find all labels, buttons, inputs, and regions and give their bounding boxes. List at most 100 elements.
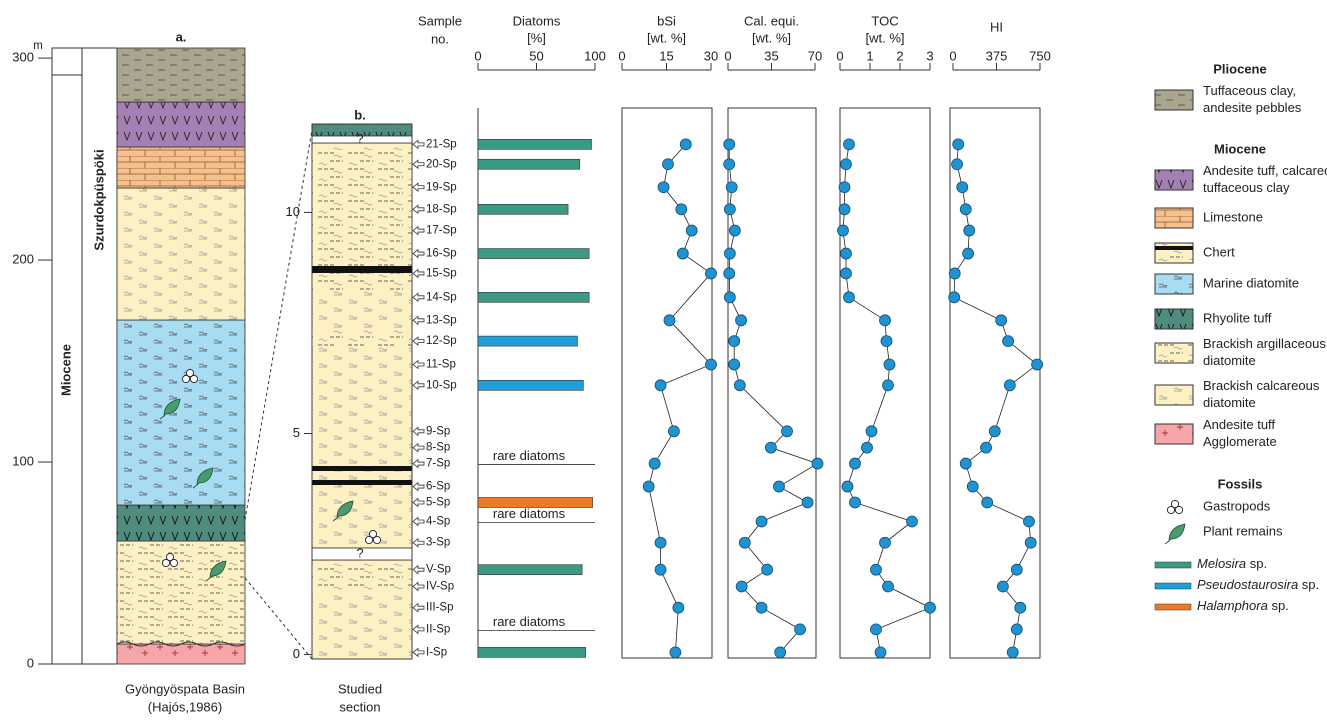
chart-title: TOC xyxy=(871,13,898,28)
caption: section xyxy=(339,699,380,714)
sample-arrow xyxy=(413,381,424,389)
data-point xyxy=(883,380,894,391)
data-point xyxy=(866,426,877,437)
data-point xyxy=(1003,336,1014,347)
sample-label: 4-Sp xyxy=(426,516,450,528)
data-point xyxy=(952,159,963,170)
sample-arrow xyxy=(413,604,424,612)
legend-swatch xyxy=(1155,343,1193,363)
y-tick-label: 5 xyxy=(293,425,300,440)
correlation-lines xyxy=(245,130,312,659)
bar xyxy=(478,380,583,390)
legend-series-label: Pseudostaurosira sp. xyxy=(1197,577,1319,592)
data-point xyxy=(841,159,852,170)
x-tick-label: 0 xyxy=(618,48,625,63)
sample-arrow xyxy=(413,625,424,633)
legend-label: Chert xyxy=(1203,244,1235,259)
x-tick-label: 70 xyxy=(808,48,822,63)
bar xyxy=(478,249,589,259)
data-point xyxy=(736,581,747,592)
x-tick-label: 50 xyxy=(529,48,543,63)
legend-label: diatomite xyxy=(1203,395,1256,410)
sample-label: 10-Sp xyxy=(426,379,457,391)
data-point xyxy=(686,225,697,236)
data-point xyxy=(1011,624,1022,635)
sample-label: 9-Sp xyxy=(426,425,450,437)
sample-arrow xyxy=(413,205,424,213)
sample-label: 5-Sp xyxy=(426,497,450,509)
profile-line xyxy=(649,144,711,652)
data-point xyxy=(838,225,849,236)
chert-band xyxy=(312,480,412,485)
sample-label: IV-Sp xyxy=(426,581,454,593)
legend-series-swatch xyxy=(1155,583,1191,589)
profile-line xyxy=(843,144,930,652)
sample-arrow xyxy=(413,483,424,491)
data-point xyxy=(1011,564,1022,575)
annotation: rare diatoms xyxy=(493,506,566,521)
chart-title: [wt. %] xyxy=(647,30,686,45)
legend-series-swatch xyxy=(1155,604,1191,610)
column-title: a. xyxy=(176,29,187,44)
data-point xyxy=(756,602,767,613)
data-point xyxy=(989,426,1000,437)
sample-arrow xyxy=(413,648,424,656)
data-point xyxy=(1015,602,1026,613)
caption: Gyöngyöspata Basin xyxy=(125,681,245,696)
sample-label: 21-Sp xyxy=(426,138,457,150)
sample-label: 17-Sp xyxy=(426,225,457,237)
x-tick-label: 0 xyxy=(949,48,956,63)
data-point xyxy=(643,481,654,492)
data-point xyxy=(762,564,773,575)
data-point xyxy=(997,581,1008,592)
sample-arrow xyxy=(413,269,424,277)
data-point xyxy=(875,647,886,658)
sample-arrow xyxy=(413,582,424,590)
data-point xyxy=(724,159,735,170)
unknown-label: ? xyxy=(356,545,363,560)
caption: (Hajós,1986) xyxy=(148,699,222,714)
data-point xyxy=(953,139,964,150)
data-point xyxy=(960,204,971,215)
data-point xyxy=(649,458,660,469)
data-point xyxy=(967,481,978,492)
data-point xyxy=(1007,647,1018,658)
data-point xyxy=(673,602,684,613)
chart-title: Diatoms xyxy=(513,13,561,28)
samples-header: no. xyxy=(431,31,449,46)
legend-label: Rhyolite tuff xyxy=(1203,310,1272,325)
sample-arrow xyxy=(413,140,424,148)
data-point xyxy=(729,225,740,236)
data-point xyxy=(664,315,675,326)
data-point xyxy=(842,481,853,492)
lithology-layer xyxy=(117,102,245,147)
data-point xyxy=(949,268,960,279)
sample-label: III-Sp xyxy=(426,602,453,614)
x-tick-label: 1 xyxy=(866,48,873,63)
data-point xyxy=(729,359,740,370)
chert-band xyxy=(312,266,412,273)
chart-title: bSi xyxy=(657,13,676,28)
y-tick-label: 300 xyxy=(12,50,34,65)
x-tick-label: 2 xyxy=(896,48,903,63)
data-point xyxy=(844,292,855,303)
formation-label: Szurdokpüspöki xyxy=(91,149,106,250)
bar xyxy=(478,647,586,657)
gastropod-shell xyxy=(1175,506,1182,513)
gastropod-shell xyxy=(162,559,169,566)
legend-swatch xyxy=(1155,309,1193,329)
sample-label: I-Sp xyxy=(426,646,447,658)
unknown-label: ? xyxy=(356,131,363,146)
data-point xyxy=(996,315,1007,326)
legend-label: Andesite tuff xyxy=(1203,417,1275,432)
sample-arrow xyxy=(413,517,424,525)
legend-label: Limestone xyxy=(1203,209,1263,224)
data-point xyxy=(775,647,786,658)
x-tick-label: 0 xyxy=(724,48,731,63)
x-tick-label: 3 xyxy=(926,48,933,63)
x-tick-label: 15 xyxy=(659,48,673,63)
sample-label: 8-Sp xyxy=(426,442,450,454)
page: { "column_a": {"title": "a.", "unit": "m… xyxy=(0,0,1327,720)
sample-arrow xyxy=(413,337,424,345)
lithology-layer xyxy=(117,505,245,541)
